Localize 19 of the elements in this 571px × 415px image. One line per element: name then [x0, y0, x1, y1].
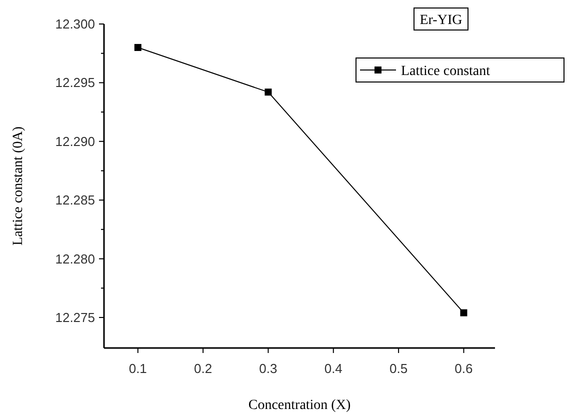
y-tick-label: 12.280 [55, 251, 95, 266]
y-tick-label: 12.300 [55, 16, 95, 32]
point [264, 88, 272, 96]
x-tick-label: 0.4 [324, 361, 342, 376]
x-tick-label: 0.6 [454, 361, 473, 376]
annotation: Er-YIG [420, 13, 462, 28]
x-tick-label: 0.3 [259, 361, 278, 376]
x-tick-label: 0.1 [128, 361, 147, 376]
y-tick-label: 12.290 [55, 134, 95, 149]
x-tick-label: 0.2 [194, 361, 212, 376]
y-axis-title: Lattice constant (0A) [11, 126, 26, 246]
x-tick-label: 0.5 [390, 361, 408, 376]
y-tick-label: 12.295 [55, 75, 95, 90]
y-tick-label: 12.275 [55, 310, 95, 326]
point [460, 309, 468, 316]
y-tick-label: 12.285 [55, 192, 95, 208]
point [134, 44, 142, 51]
x-axis-title: Concentration (X) [248, 398, 351, 413]
legend-label: Lattice constant [401, 64, 490, 79]
